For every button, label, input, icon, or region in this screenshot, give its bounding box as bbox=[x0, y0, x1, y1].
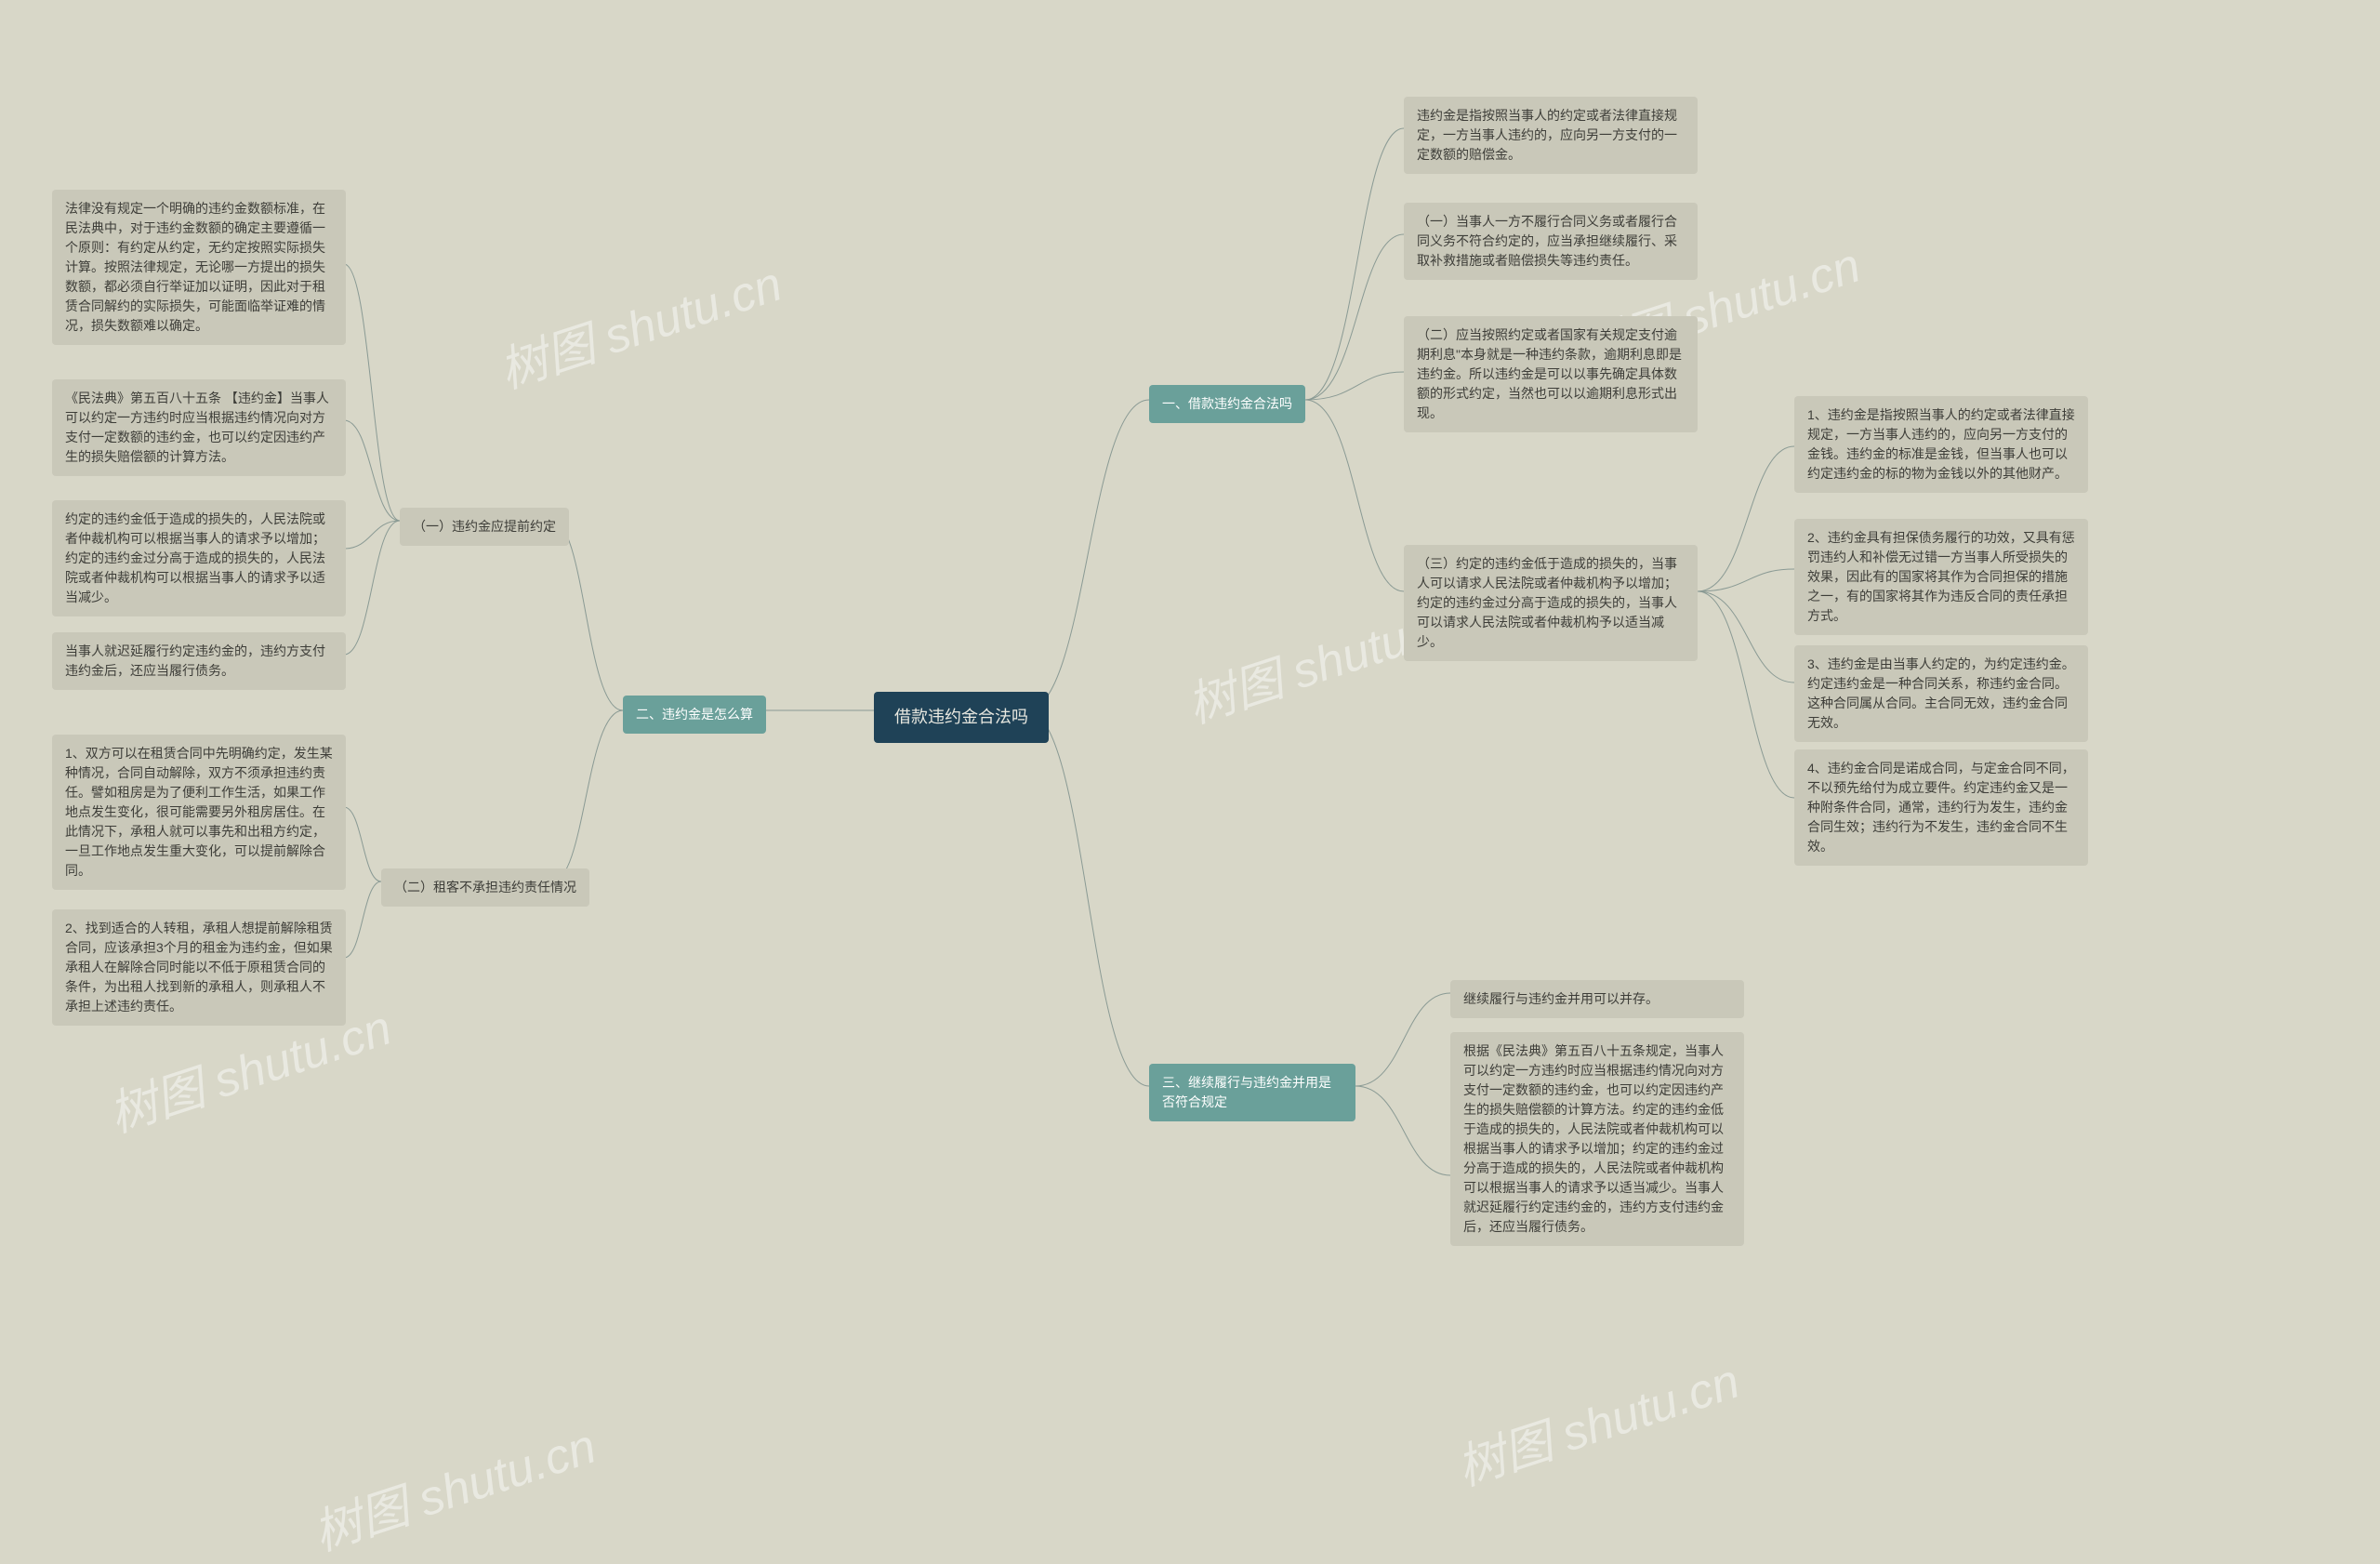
b3-leaf-1: 继续履行与违约金并用可以并存。 bbox=[1450, 980, 1744, 1018]
b1-l4-sub-4: 4、违约金合同是诺成合同，与定金合同不同，不以预先给付为成立要件。约定违约金又是… bbox=[1794, 749, 2088, 866]
b2-s1-leaf-4: 当事人就迟延履行约定违约金的，违约方支付违约金后，还应当履行债务。 bbox=[52, 632, 346, 690]
b1-leaf-2: （一）当事人一方不履行合同义务或者履行合同义务不符合约定的，应当承担继续履行、采… bbox=[1404, 203, 1698, 280]
watermark: 树图 shutu.cn bbox=[1447, 1342, 1747, 1499]
branch-3[interactable]: 三、继续履行与违约金并用是否符合规定 bbox=[1149, 1064, 1355, 1121]
b2-sub-2: （二）租客不承担违约责任情况 bbox=[381, 868, 589, 907]
b1-l4-sub-3: 3、违约金是由当事人约定的，为约定违约金。约定违约金是一种合同关系，称违约金合同… bbox=[1794, 645, 2088, 742]
watermark: 树图 shutu.cn bbox=[303, 1407, 603, 1564]
branch-1[interactable]: 一、借款违约金合法吗 bbox=[1149, 385, 1305, 423]
b2-s2-leaf-1: 1、双方可以在租赁合同中先明确约定，发生某种情况，合同自动解除，双方不须承担违约… bbox=[52, 735, 346, 890]
b2-sub-1: （一）违约金应提前约定 bbox=[400, 508, 569, 546]
b3-leaf-2: 根据《民法典》第五百八十五条规定，当事人可以约定一方违约时应当根据违约情况向对方… bbox=[1450, 1032, 1744, 1246]
b2-s1-leaf-3: 约定的违约金低于造成的损失的，人民法院或者仲裁机构可以根据当事人的请求予以增加；… bbox=[52, 500, 346, 616]
b1-leaf-1: 违约金是指按照当事人的约定或者法律直接规定，一方当事人违约的，应向另一方支付的一… bbox=[1404, 97, 1698, 174]
b1-l4-sub-2: 2、违约金具有担保债务履行的功效，又具有惩罚违约人和补偿无过错一方当事人所受损失… bbox=[1794, 519, 2088, 635]
b1-l4-sub-1: 1、违约金是指按照当事人的约定或者法律直接规定，一方当事人违约的，应向另一方支付… bbox=[1794, 396, 2088, 493]
b2-s1-leaf-1: 法律没有规定一个明确的违约金数额标准，在民法典中，对于违约金数额的确定主要遵循一… bbox=[52, 190, 346, 345]
b2-s1-leaf-2: 《民法典》第五百八十五条 【违约金】当事人可以约定一方违约时应当根据违约情况向对… bbox=[52, 379, 346, 476]
b2-s2-leaf-2: 2、找到适合的人转租，承租人想提前解除租赁合同，应该承担3个月的租金为违约金，但… bbox=[52, 909, 346, 1026]
root-node[interactable]: 借款违约金合法吗 bbox=[874, 692, 1049, 743]
branch-2[interactable]: 二、违约金是怎么算 bbox=[623, 696, 766, 734]
watermark: 树图 shutu.cn bbox=[489, 245, 789, 402]
b1-leaf-3: （二）应当按照约定或者国家有关规定支付逾期利息"本身就是一种违约条款，逾期利息即… bbox=[1404, 316, 1698, 432]
connector-layer bbox=[0, 0, 2380, 1485]
b1-leaf-4: （三）约定的违约金低于造成的损失的，当事人可以请求人民法院或者仲裁机构予以增加；… bbox=[1404, 545, 1698, 661]
